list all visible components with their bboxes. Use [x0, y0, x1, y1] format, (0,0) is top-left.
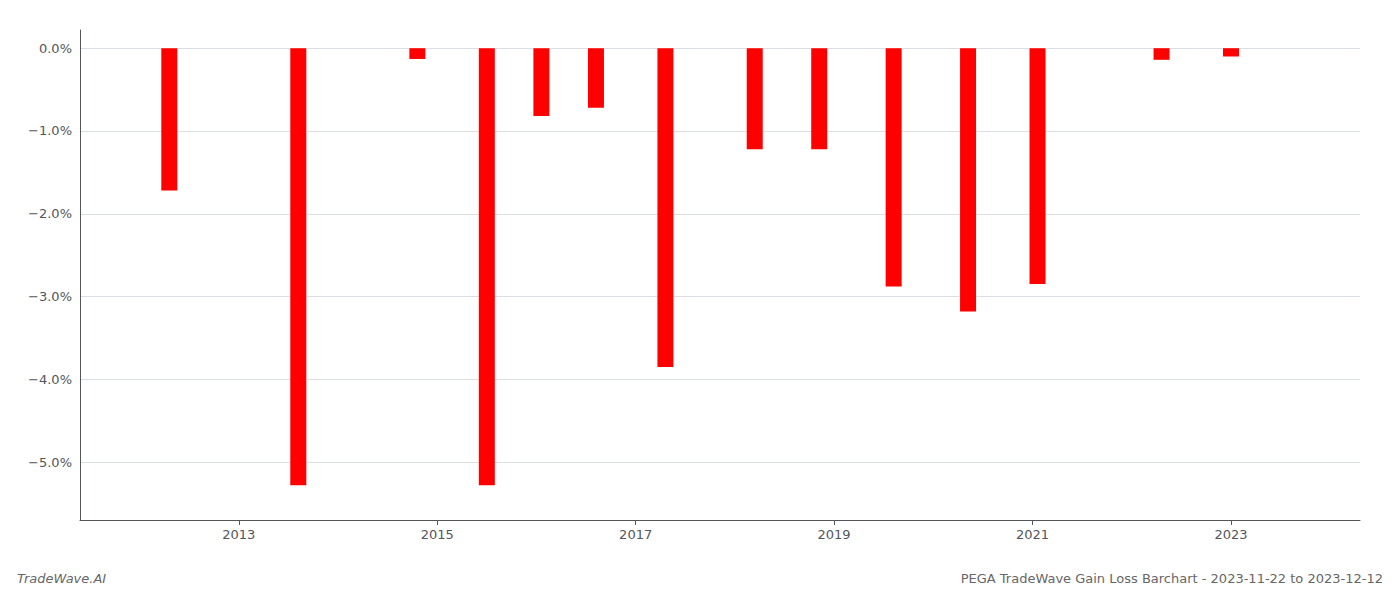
svg-text:PEGA TradeWave Gain Loss Barch: PEGA TradeWave Gain Loss Barchart - 2023… — [961, 571, 1383, 586]
svg-text:−2.0%: −2.0% — [28, 206, 72, 221]
svg-text:2013: 2013 — [222, 527, 255, 542]
svg-text:−3.0%: −3.0% — [28, 289, 72, 304]
svg-text:2023: 2023 — [1214, 527, 1247, 542]
svg-text:−1.0%: −1.0% — [28, 123, 72, 138]
svg-text:0.0%: 0.0% — [39, 41, 72, 56]
svg-text:−4.0%: −4.0% — [28, 372, 72, 387]
svg-text:−5.0%: −5.0% — [28, 455, 72, 470]
svg-text:2019: 2019 — [818, 527, 851, 542]
svg-text:2021: 2021 — [1016, 527, 1049, 542]
svg-text:TradeWave.AI: TradeWave.AI — [17, 571, 106, 586]
svg-text:2017: 2017 — [619, 527, 652, 542]
svg-text:2015: 2015 — [421, 527, 454, 542]
